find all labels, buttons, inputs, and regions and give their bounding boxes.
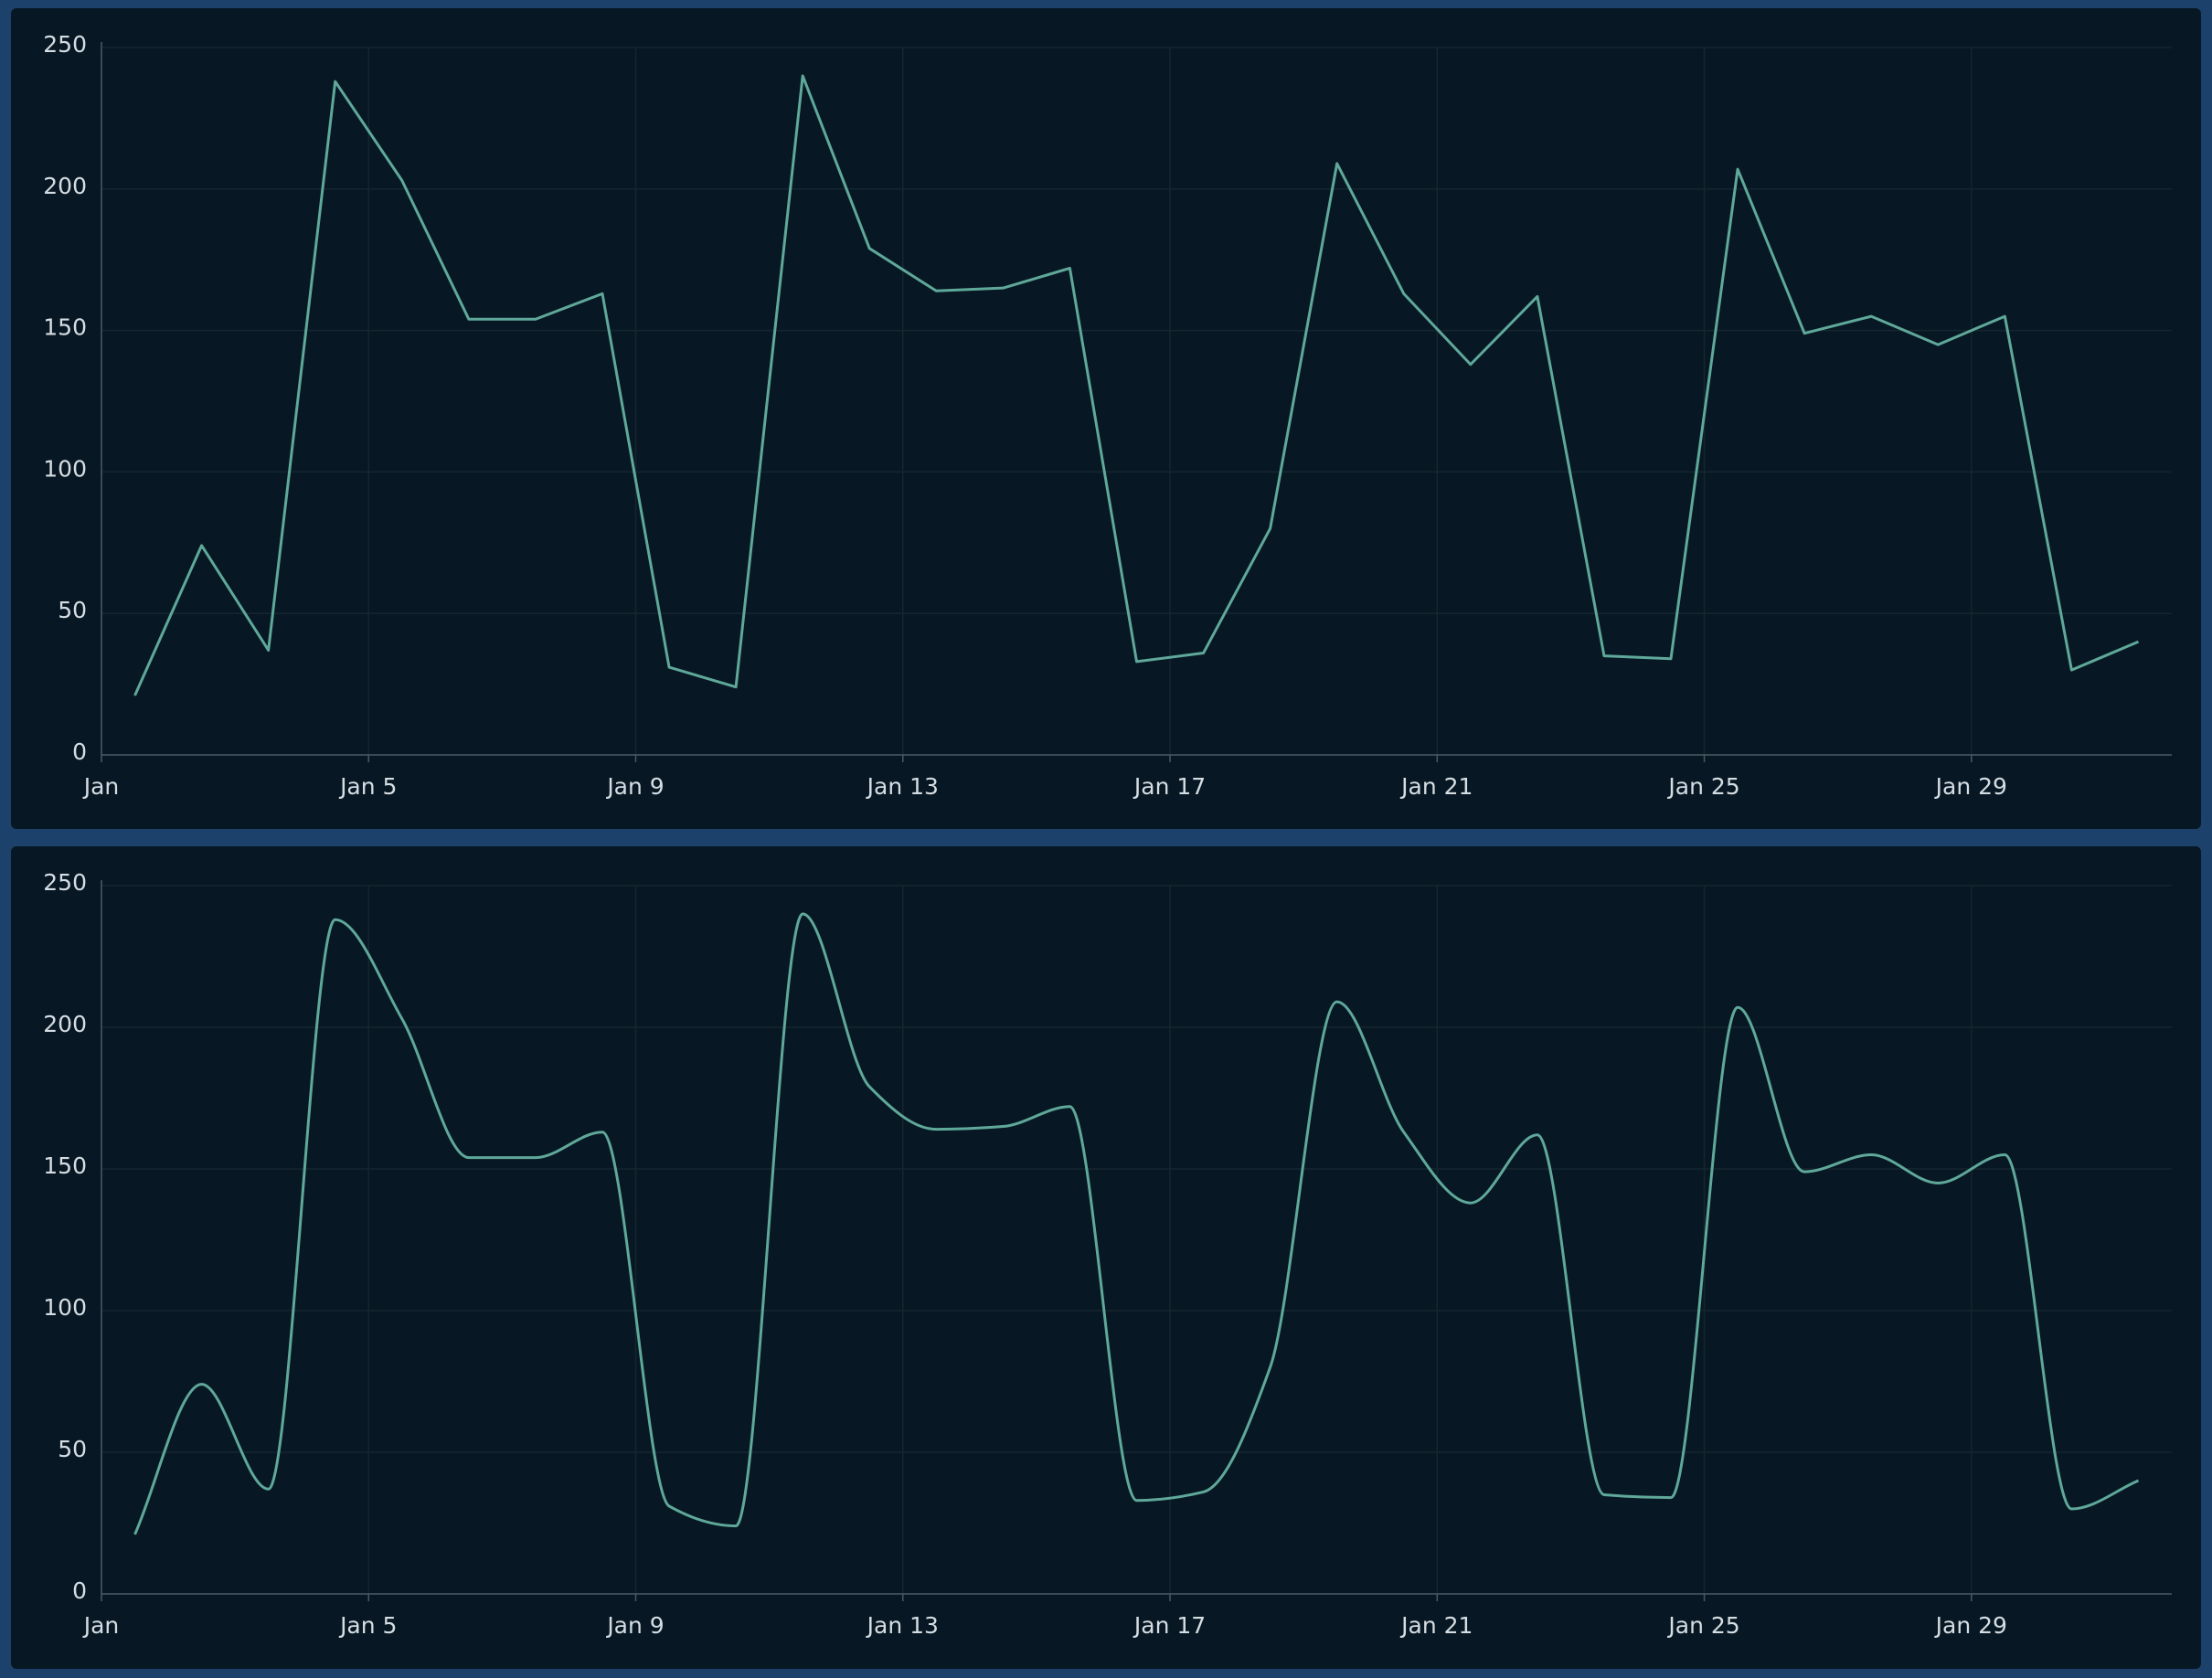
x-tick-label: Jan [82, 773, 120, 800]
y-tick-label: 50 [58, 597, 87, 623]
y-tick-label: 50 [58, 1436, 87, 1462]
y-tick-label: 0 [72, 1577, 87, 1604]
x-tick-label: Jan 17 [1133, 1612, 1206, 1639]
y-tick-label: 250 [43, 869, 87, 896]
y-tick-label: 200 [43, 173, 87, 199]
x-tick-label: Jan 9 [605, 773, 664, 800]
x-tick-label: Jan 29 [1934, 1612, 2007, 1639]
data-line [133, 912, 2140, 1535]
x-tick-label: Jan [82, 1612, 120, 1639]
x-tick-label: Jan 5 [338, 773, 397, 800]
x-tick-label: Jan 13 [866, 1612, 939, 1639]
panel [11, 8, 2201, 829]
y-tick-label: 250 [43, 31, 87, 58]
y-tick-label: 150 [43, 1152, 87, 1179]
x-tick-label: Jan 25 [1666, 1612, 1739, 1639]
y-tick-label: 150 [43, 314, 87, 341]
y-tick-label: 100 [43, 455, 87, 482]
x-tick-label: Jan 29 [1934, 773, 2007, 800]
x-tick-label: Jan 21 [1399, 773, 1473, 800]
data-line [133, 74, 2140, 696]
y-tick-label: 0 [72, 738, 87, 765]
x-tick-label: Jan 13 [866, 773, 939, 800]
y-tick-label: 100 [43, 1294, 87, 1321]
x-tick-label: Jan 5 [338, 1612, 397, 1639]
panel [11, 846, 2201, 1669]
x-tick-label: Jan 25 [1666, 773, 1739, 800]
x-tick-label: Jan 21 [1399, 1612, 1473, 1639]
y-tick-label: 200 [43, 1011, 87, 1037]
x-tick-label: Jan 9 [605, 1612, 664, 1639]
x-tick-label: Jan 17 [1133, 773, 1206, 800]
